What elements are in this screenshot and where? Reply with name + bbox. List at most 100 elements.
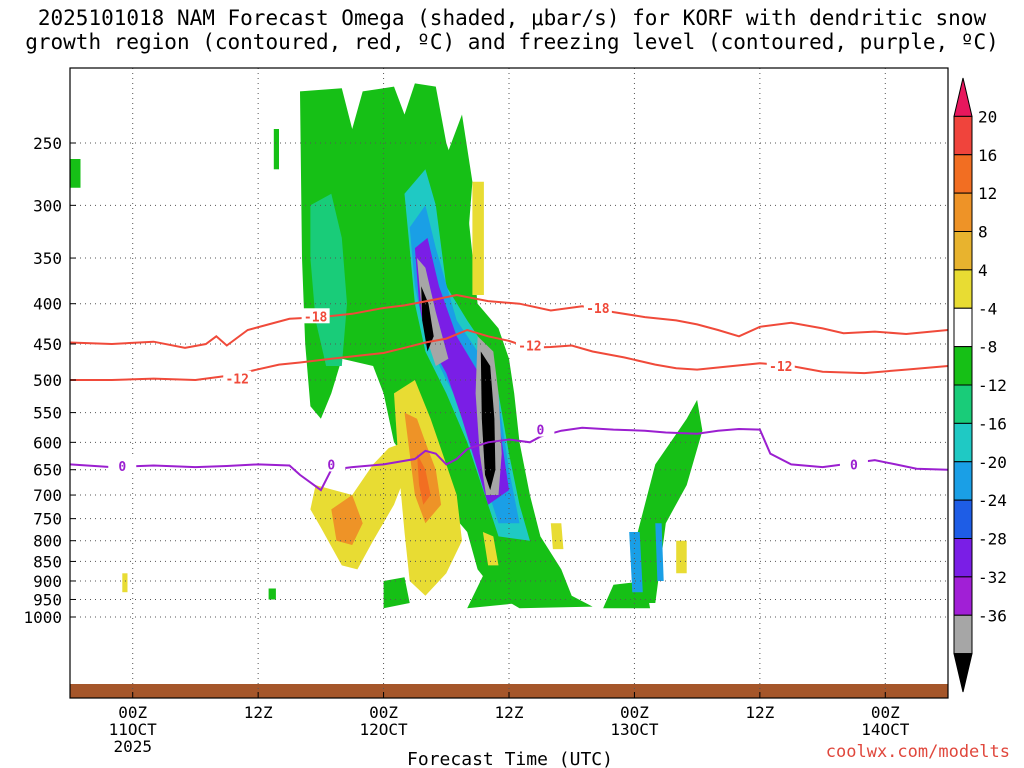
omega-blue-late2	[655, 523, 664, 581]
colorbar-label: -8	[978, 338, 997, 357]
contour-label-bg	[515, 337, 544, 353]
y-tick-label: 700	[33, 486, 62, 505]
contour-label: -12	[518, 339, 541, 354]
omega-green-low3	[383, 577, 410, 609]
colorbar-label: 12	[978, 184, 997, 203]
omega-yellow-a	[310, 442, 410, 570]
omega-shading	[70, 83, 703, 609]
colorbar-cell	[953, 192, 973, 232]
y-tick-label: 900	[33, 572, 62, 591]
x-tick-year: 2025	[113, 737, 152, 756]
x-tick-date: 13OCT	[610, 720, 659, 739]
y-tick-label: 300	[33, 196, 62, 215]
colorbar-cell	[953, 77, 973, 117]
x-tick-label: 00Z	[871, 703, 900, 722]
y-tick-label: 650	[33, 461, 62, 480]
colorbar-cell	[953, 384, 973, 424]
omega-yellow-g	[122, 573, 128, 593]
y-tick-label: 750	[33, 510, 62, 529]
colorbar-label: 16	[978, 146, 997, 165]
x-tick-date: 14OCT	[861, 720, 910, 739]
y-tick-label: 850	[33, 552, 62, 571]
omega-yellow-f	[676, 540, 687, 574]
colorbar-label: -32	[978, 568, 1007, 587]
omega-yellow-e	[550, 523, 564, 550]
contours: -18 -18 -12 -12 -12 0 0 0 0	[69, 293, 949, 492]
contour-label-bg	[223, 370, 252, 386]
colorbar-cell	[953, 461, 973, 501]
contour-label: 0	[536, 424, 544, 439]
colorbar-label: -12	[978, 376, 1007, 395]
colorbar-label: 4	[978, 261, 988, 280]
omega-orange-core	[417, 453, 431, 505]
y-tick-label: 950	[33, 590, 62, 609]
omega-yellow-d	[482, 532, 499, 566]
omega-black-b	[480, 351, 496, 491]
x-tick-label: 00Z	[118, 703, 147, 722]
contour-label-bg	[108, 458, 137, 474]
contour-label: -12	[225, 373, 248, 388]
x-axis-label: Forecast Time (UTC)	[407, 749, 613, 768]
omega-yellow-c	[472, 181, 484, 295]
red-contour-minus18	[69, 293, 949, 349]
colorbar-cell	[953, 576, 973, 616]
contour-label-bg	[583, 299, 612, 315]
x-tick-label: 12Z	[495, 703, 524, 722]
contour-label-bg	[526, 421, 555, 437]
y-tick-label: 600	[33, 433, 62, 452]
chart-title-line-1: 2025101018 NAM Forecast Omega (shaded, μ…	[37, 6, 987, 30]
colorbar-cell	[953, 422, 973, 463]
colorbar-label: -36	[978, 606, 1007, 625]
contour-label: 0	[327, 458, 335, 473]
colorbar-cell	[953, 499, 973, 539]
contour-label-bg	[317, 456, 346, 472]
colorbar-cell	[953, 307, 973, 348]
contour-label: -18	[586, 302, 610, 317]
omega-green-late	[634, 399, 703, 603]
colorbar-cell	[953, 346, 973, 386]
colorbar-cell	[953, 538, 973, 578]
terrain-band	[70, 684, 948, 698]
colorbar-label: -20	[978, 453, 1007, 472]
y-tick-label: 550	[33, 404, 62, 423]
x-tick-label: 00Z	[620, 703, 649, 722]
purple-contour-zero	[69, 426, 949, 492]
x-tick-date: 11OCT	[109, 720, 158, 739]
omega-green-dot	[268, 588, 276, 600]
contour-label-bg	[839, 456, 868, 472]
colorbar-cell	[953, 653, 973, 693]
colorbar-cell	[953, 231, 973, 271]
contour-label-bg	[301, 308, 330, 324]
y-tick-label: 1000	[23, 608, 62, 627]
contour-label: 0	[118, 460, 126, 475]
x-tick-label: 12Z	[745, 703, 774, 722]
omega-green-low2	[467, 565, 520, 609]
chart-title-line-2: growth region (contoured, red, ºC) and f…	[25, 30, 999, 54]
colorbar-cell	[953, 614, 973, 655]
colorbar-label: -28	[978, 530, 1007, 549]
y-axis: 2503003504004505005506006507007508008509…	[23, 134, 76, 627]
contour-label: -12	[769, 360, 792, 375]
colorbar-cell	[953, 269, 973, 309]
colorbar-label: 20	[978, 107, 997, 126]
colorbar-label: -16	[978, 414, 1007, 433]
chart-title: 2025101018 NAM Forecast Omega (shaded, μ…	[0, 6, 1024, 54]
omega-green-low	[603, 581, 651, 609]
colorbar: 20 16 12 8 4 -4 -8 -12 -16 -20 -24 -28 -32 -36	[953, 77, 1007, 693]
y-tick-label: 250	[33, 134, 62, 153]
x-tick-label: 12Z	[244, 703, 273, 722]
grid	[70, 68, 948, 698]
colorbar-cell	[953, 115, 973, 156]
colorbar-label: 8	[978, 223, 988, 242]
colorbar-cell	[953, 154, 973, 194]
y-tick-label: 800	[33, 532, 62, 551]
credit-text: coolwx.com/modelts	[825, 742, 1010, 762]
x-tick-date: 12OCT	[359, 720, 408, 739]
y-tick-label: 350	[33, 249, 62, 268]
omega-orange-a	[331, 495, 363, 545]
colorbar-label: -24	[978, 491, 1007, 510]
y-tick-label: 450	[33, 335, 62, 354]
y-tick-label: 400	[33, 295, 62, 314]
